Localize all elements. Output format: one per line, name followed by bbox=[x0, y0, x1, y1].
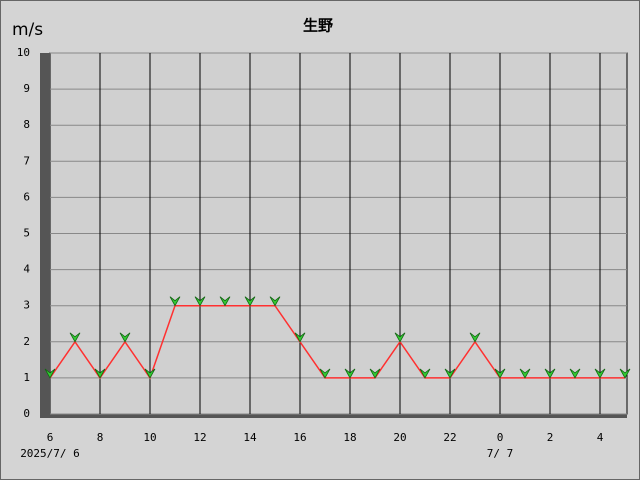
point-marker bbox=[194, 296, 206, 307]
y-tick-label: 7 bbox=[23, 154, 30, 167]
axis-shade bbox=[40, 53, 50, 417]
point-marker bbox=[594, 368, 606, 379]
point-marker bbox=[169, 296, 181, 307]
x-tick-label: 18 bbox=[343, 431, 356, 444]
point-marker bbox=[619, 368, 631, 379]
y-tick-label: 9 bbox=[23, 82, 30, 95]
axis-shade-bottom bbox=[40, 414, 627, 418]
point-marker bbox=[294, 332, 306, 343]
point-marker bbox=[44, 368, 56, 379]
date-label: 2025/7/ 6 bbox=[20, 447, 80, 460]
x-tick-label: 2 bbox=[547, 431, 554, 444]
point-marker bbox=[344, 368, 356, 379]
point-marker bbox=[419, 368, 431, 379]
y-tick-label: 0 bbox=[23, 407, 30, 420]
point-marker bbox=[369, 368, 381, 379]
y-tick-label: 8 bbox=[23, 118, 30, 131]
point-marker bbox=[444, 368, 456, 379]
x-tick-label: 22 bbox=[443, 431, 456, 444]
point-marker bbox=[69, 332, 81, 343]
x-tick-label: 14 bbox=[243, 431, 257, 444]
chart-title: 生野 bbox=[303, 17, 333, 35]
x-tick-label: 4 bbox=[597, 431, 604, 444]
point-marker bbox=[269, 296, 281, 307]
point-marker bbox=[94, 368, 106, 379]
point-marker bbox=[569, 368, 581, 379]
point-marker bbox=[469, 332, 481, 343]
point-marker bbox=[519, 368, 531, 379]
x-tick-label: 8 bbox=[97, 431, 104, 444]
series-line bbox=[49, 304, 625, 380]
point-marker bbox=[244, 296, 256, 307]
y-tick-label: 2 bbox=[23, 335, 30, 348]
x-tick-label: 20 bbox=[393, 431, 406, 444]
y-tick-label: 6 bbox=[23, 190, 30, 203]
date-label: 7/ 7 bbox=[487, 447, 514, 460]
y-tick-label: 5 bbox=[23, 227, 30, 240]
y-axis-label: m/s bbox=[12, 20, 43, 40]
point-marker bbox=[119, 332, 131, 343]
x-tick-label: 10 bbox=[143, 431, 156, 444]
y-tick-label: 1 bbox=[23, 371, 30, 384]
point-marker bbox=[144, 368, 156, 379]
point-marker bbox=[544, 368, 556, 379]
x-tick-label: 16 bbox=[293, 431, 306, 444]
point-marker bbox=[219, 296, 231, 307]
y-tick-label: 10 bbox=[17, 46, 30, 59]
point-marker bbox=[494, 368, 506, 379]
x-tick-label: 6 bbox=[47, 431, 54, 444]
y-tick-label: 3 bbox=[23, 299, 30, 312]
x-tick-label: 12 bbox=[193, 431, 206, 444]
x-tick-label: 0 bbox=[497, 431, 504, 444]
y-tick-label: 4 bbox=[23, 263, 30, 276]
point-marker bbox=[394, 332, 406, 343]
point-marker bbox=[319, 368, 331, 379]
